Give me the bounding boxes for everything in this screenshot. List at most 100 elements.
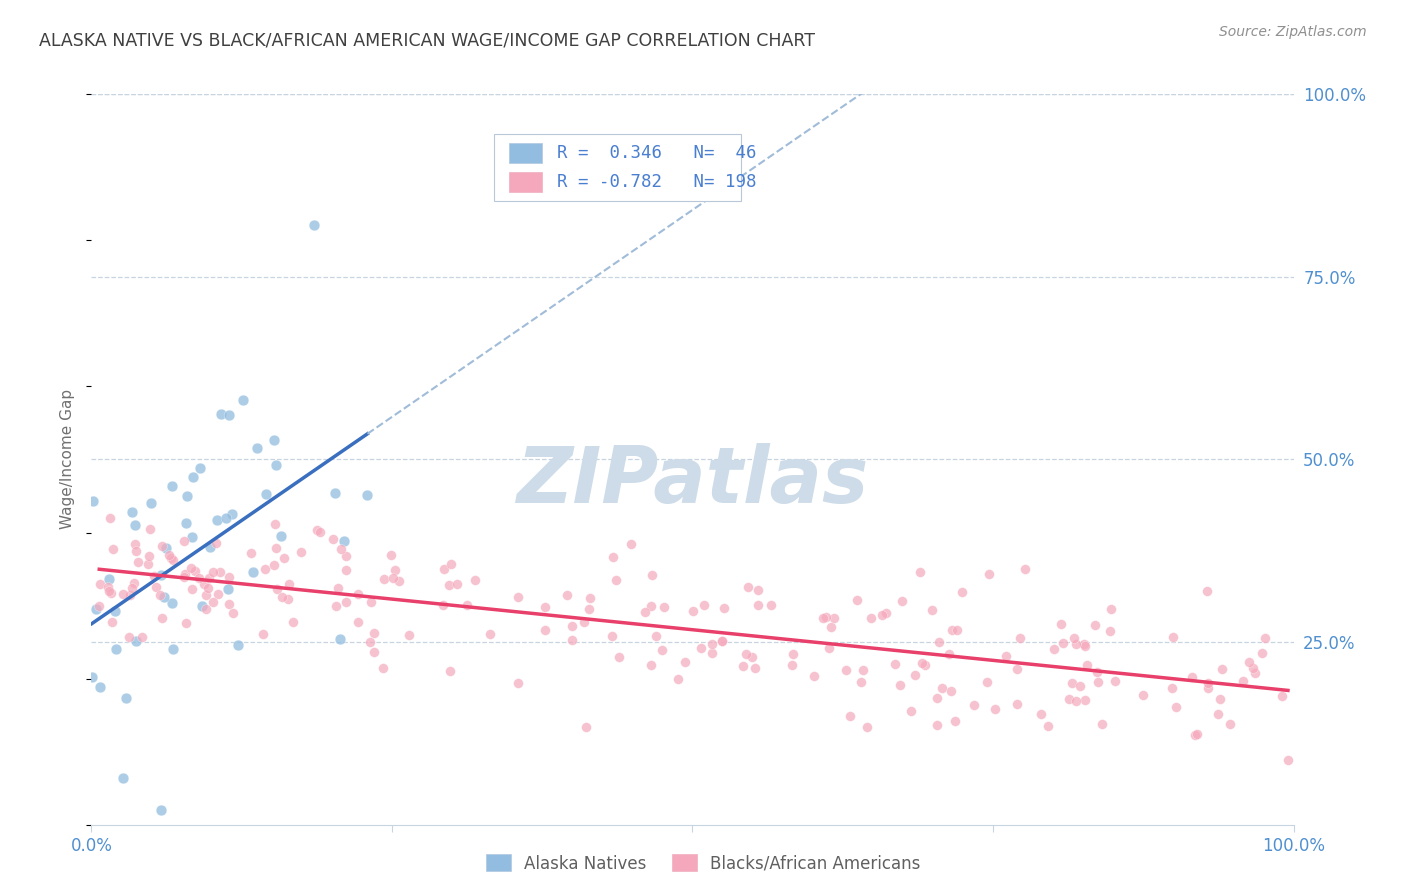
Point (384, 563, 406, 577)
Text: ZIPatlas: ZIPatlas (516, 443, 869, 519)
Point (1099, 602, 1122, 616)
Point (976, 675, 998, 690)
Point (605, 573, 627, 587)
Point (645, 629, 668, 643)
Point (325, 599, 347, 613)
Point (941, 623, 963, 637)
Point (1084, 618, 1107, 632)
Point (191, 599, 214, 614)
Point (1209, 692, 1232, 706)
Point (1211, 662, 1233, 676)
Point (731, 659, 754, 673)
Point (195, 602, 218, 616)
Point (226, 638, 249, 652)
Point (215, 510, 238, 524)
Point (84, 602, 107, 616)
Point (204, 535, 226, 549)
Point (127, 555, 149, 569)
Point (1197, 675, 1219, 690)
Point (173, 570, 195, 584)
Point (380, 548, 402, 562)
Point (217, 582, 239, 597)
Point (574, 615, 596, 630)
Point (160, 478, 183, 492)
Point (360, 595, 382, 609)
Point (761, 598, 783, 612)
Point (931, 681, 953, 695)
Point (335, 595, 357, 609)
Point (579, 591, 602, 605)
Point (607, 649, 630, 664)
Point (330, 541, 353, 556)
Point (150, 539, 173, 553)
Point (207, 513, 229, 527)
Point (277, 592, 299, 607)
Point (534, 623, 557, 637)
Point (1062, 676, 1084, 690)
Point (855, 720, 877, 734)
Point (1239, 655, 1261, 669)
Point (883, 657, 905, 672)
Point (240, 546, 263, 560)
Point (254, 487, 277, 501)
Point (322, 532, 344, 546)
Point (741, 649, 763, 664)
Point (925, 691, 948, 706)
Point (125, 634, 148, 648)
Point (1043, 642, 1066, 657)
Point (456, 598, 478, 612)
Point (900, 704, 922, 718)
Point (103, 542, 125, 557)
Point (555, 588, 578, 602)
Point (1014, 561, 1036, 575)
Point (121, 505, 143, 519)
Point (188, 461, 211, 475)
Point (1063, 631, 1085, 645)
Point (1066, 694, 1088, 708)
Point (184, 565, 207, 579)
Point (150, 611, 173, 625)
Point (122, 575, 145, 590)
Point (252, 627, 274, 641)
Point (263, 433, 285, 447)
Point (281, 615, 304, 629)
Point (197, 571, 219, 585)
Point (977, 567, 1000, 582)
Point (939, 684, 962, 698)
Point (202, 566, 225, 580)
Point (1031, 707, 1053, 722)
Point (1185, 727, 1208, 741)
Point (160, 550, 183, 565)
Point (221, 508, 243, 522)
Point (323, 486, 346, 500)
Point (1036, 718, 1059, 732)
Point (218, 597, 240, 611)
Point (381, 571, 404, 585)
Point (1104, 674, 1126, 689)
Point (398, 628, 420, 642)
Point (308, 524, 330, 539)
Point (335, 549, 357, 564)
Point (943, 714, 966, 728)
Point (1271, 690, 1294, 704)
Point (328, 581, 350, 595)
Point (875, 606, 897, 620)
Point (734, 648, 756, 662)
Point (1132, 688, 1154, 702)
Point (335, 563, 357, 577)
Point (578, 601, 600, 615)
Point (131, 630, 153, 644)
Point (97, 573, 120, 587)
Point (464, 573, 486, 587)
Point (925, 718, 948, 732)
Point (162, 553, 184, 567)
Point (602, 550, 624, 565)
Point (145, 580, 167, 594)
Point (811, 611, 834, 625)
Point (82, 493, 104, 508)
Point (1087, 675, 1109, 690)
Point (1206, 706, 1229, 721)
Point (1074, 693, 1097, 707)
Point (363, 626, 385, 640)
Point (439, 664, 461, 678)
